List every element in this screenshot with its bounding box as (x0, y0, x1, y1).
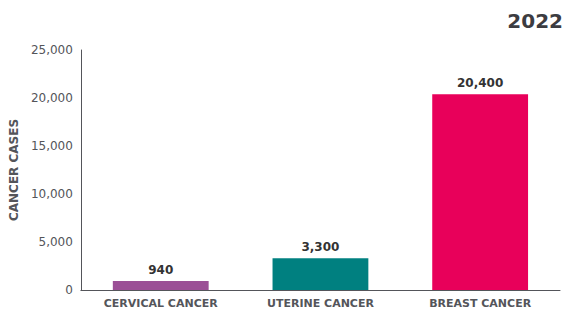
svg-text:UTERINE CANCER: UTERINE CANCER (267, 297, 374, 310)
svg-text:2022: 2022 (507, 9, 563, 33)
svg-text:15,000: 15,000 (31, 139, 73, 153)
svg-text:5,000: 5,000 (39, 235, 73, 249)
svg-text:BREAST CANCER: BREAST CANCER (429, 297, 532, 310)
svg-text:940: 940 (148, 263, 173, 277)
svg-text:10,000: 10,000 (31, 187, 73, 201)
svg-text:CERVICAL CANCER: CERVICAL CANCER (104, 297, 218, 310)
svg-text:25,000: 25,000 (31, 43, 73, 57)
svg-text:20,400: 20,400 (457, 76, 503, 90)
svg-text:CANCER CASES: CANCER CASES (7, 119, 21, 221)
svg-text:20,000: 20,000 (31, 91, 73, 105)
svg-text:3,300: 3,300 (301, 240, 339, 254)
svg-text:0: 0 (65, 283, 73, 297)
